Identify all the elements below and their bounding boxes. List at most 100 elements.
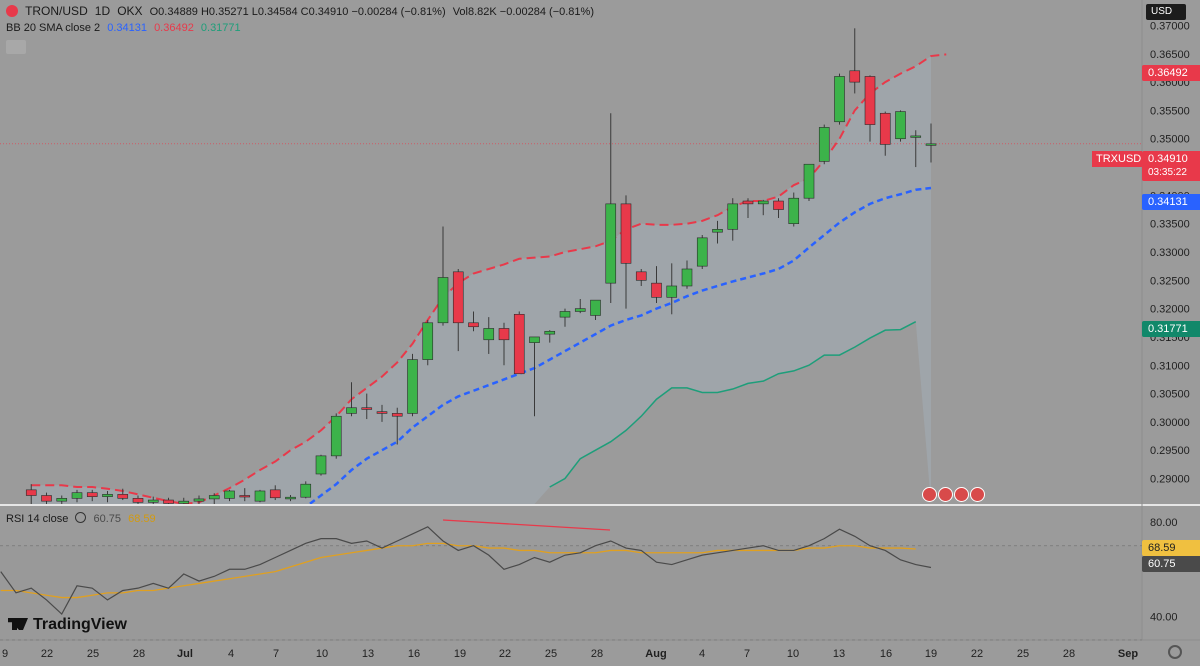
rsi-ma-line[interactable] [0, 542, 916, 599]
candle[interactable] [574, 308, 586, 312]
candle[interactable] [254, 490, 266, 502]
time-tick-label: 22 [971, 648, 983, 660]
rsi-ma-pill: 68.59 [1142, 540, 1200, 556]
candle[interactable] [117, 494, 129, 499]
upper-band-line[interactable] [31, 53, 947, 504]
candle[interactable] [41, 495, 52, 502]
candle[interactable] [452, 271, 464, 324]
candle[interactable] [269, 489, 281, 499]
candle[interactable] [391, 413, 403, 417]
candle[interactable] [879, 112, 891, 145]
candle[interactable] [834, 76, 845, 123]
candle[interactable] [239, 495, 251, 498]
candle[interactable] [818, 127, 830, 162]
candle[interactable] [178, 500, 190, 504]
time-tick-label: Aug [645, 648, 666, 660]
bb-legend[interactable]: BB 20 SMA close 2 0.34131 0.36492 0.3177… [6, 22, 245, 34]
us-flag-icon[interactable] [938, 487, 953, 502]
candle[interactable] [712, 229, 723, 233]
candle[interactable] [315, 455, 327, 475]
candle[interactable] [163, 499, 174, 504]
candle[interactable] [407, 359, 418, 414]
rsi-label: RSI 14 close [6, 513, 69, 525]
candle[interactable] [468, 322, 479, 328]
eye-icon[interactable] [75, 512, 87, 523]
interval-label[interactable]: 1D [94, 4, 111, 18]
candle[interactable] [651, 282, 662, 298]
candle[interactable] [635, 271, 647, 281]
us-flag-icon[interactable] [922, 487, 937, 502]
candle[interactable] [910, 135, 922, 138]
candle[interactable] [422, 322, 434, 360]
candle[interactable] [620, 203, 632, 264]
price-tick-label: 0.33500 [1150, 219, 1190, 231]
candle[interactable] [56, 498, 68, 502]
time-tick-label: 4 [699, 648, 705, 660]
candle[interactable] [86, 492, 98, 497]
time-tick-label: 25 [1017, 648, 1029, 660]
time-tick-label: 25 [545, 648, 557, 660]
candle[interactable] [224, 490, 235, 499]
price-tick-label: 0.37000 [1150, 20, 1190, 32]
us-flag-icon[interactable] [970, 487, 985, 502]
candle[interactable] [361, 407, 373, 410]
candle[interactable] [742, 200, 754, 205]
price-tick-label: 0.32000 [1150, 304, 1190, 316]
candle[interactable] [544, 330, 556, 335]
candle[interactable] [513, 313, 525, 375]
candle[interactable] [803, 163, 815, 199]
candle[interactable] [605, 203, 617, 284]
candle[interactable] [346, 407, 357, 414]
candle[interactable] [193, 498, 205, 502]
candle[interactable] [757, 200, 769, 205]
rsi-legend[interactable]: RSI 14 close 60.75 68.59 [6, 512, 160, 525]
candle[interactable] [25, 489, 37, 496]
candle[interactable] [590, 299, 601, 316]
upper-band-pill: 0.36492 [1142, 65, 1200, 81]
candle[interactable] [864, 76, 876, 125]
candle[interactable] [727, 203, 739, 230]
collapse-legend-button[interactable] [6, 40, 26, 54]
candle[interactable] [102, 494, 113, 497]
candle[interactable] [895, 111, 906, 140]
settings-gear-icon[interactable] [1168, 645, 1182, 659]
symbol-pill: TRXUSD [1092, 151, 1142, 167]
candle[interactable] [681, 268, 693, 287]
candle[interactable] [300, 483, 312, 498]
us-flag-icon[interactable] [954, 487, 969, 502]
tradingview-logo[interactable]: TradingView [8, 614, 127, 636]
candle[interactable] [71, 492, 83, 499]
candle[interactable] [498, 328, 510, 341]
symbol-name[interactable]: TRON/USD [25, 4, 88, 18]
time-tick-label: 13 [362, 648, 374, 660]
candle[interactable] [376, 411, 388, 414]
candle[interactable] [559, 311, 571, 318]
candle[interactable] [208, 495, 220, 500]
rsi-divergence-line[interactable] [442, 519, 611, 531]
candle[interactable] [849, 70, 861, 83]
currency-button[interactable]: USD [1146, 4, 1186, 20]
candle[interactable] [696, 237, 708, 267]
price-tick-label: 0.29000 [1150, 474, 1190, 486]
candle[interactable] [147, 499, 159, 503]
candle[interactable] [437, 277, 449, 324]
time-tick-label: 13 [833, 648, 845, 660]
event-flags[interactable] [922, 487, 985, 503]
candle[interactable] [925, 143, 937, 146]
lower-band-line[interactable] [549, 320, 917, 488]
candle[interactable] [788, 197, 800, 224]
basis-line[interactable] [31, 186, 932, 510]
rsi-ma-value: 68.59 [128, 513, 156, 525]
candle[interactable] [529, 336, 540, 343]
candle[interactable] [285, 496, 296, 500]
candle[interactable] [773, 200, 784, 210]
candle[interactable] [330, 415, 342, 457]
candle[interactable] [666, 285, 678, 298]
candle[interactable] [483, 328, 495, 341]
candle[interactable] [132, 498, 144, 503]
price-tick-label: 0.31000 [1150, 360, 1190, 372]
rsi-line[interactable] [0, 526, 932, 616]
